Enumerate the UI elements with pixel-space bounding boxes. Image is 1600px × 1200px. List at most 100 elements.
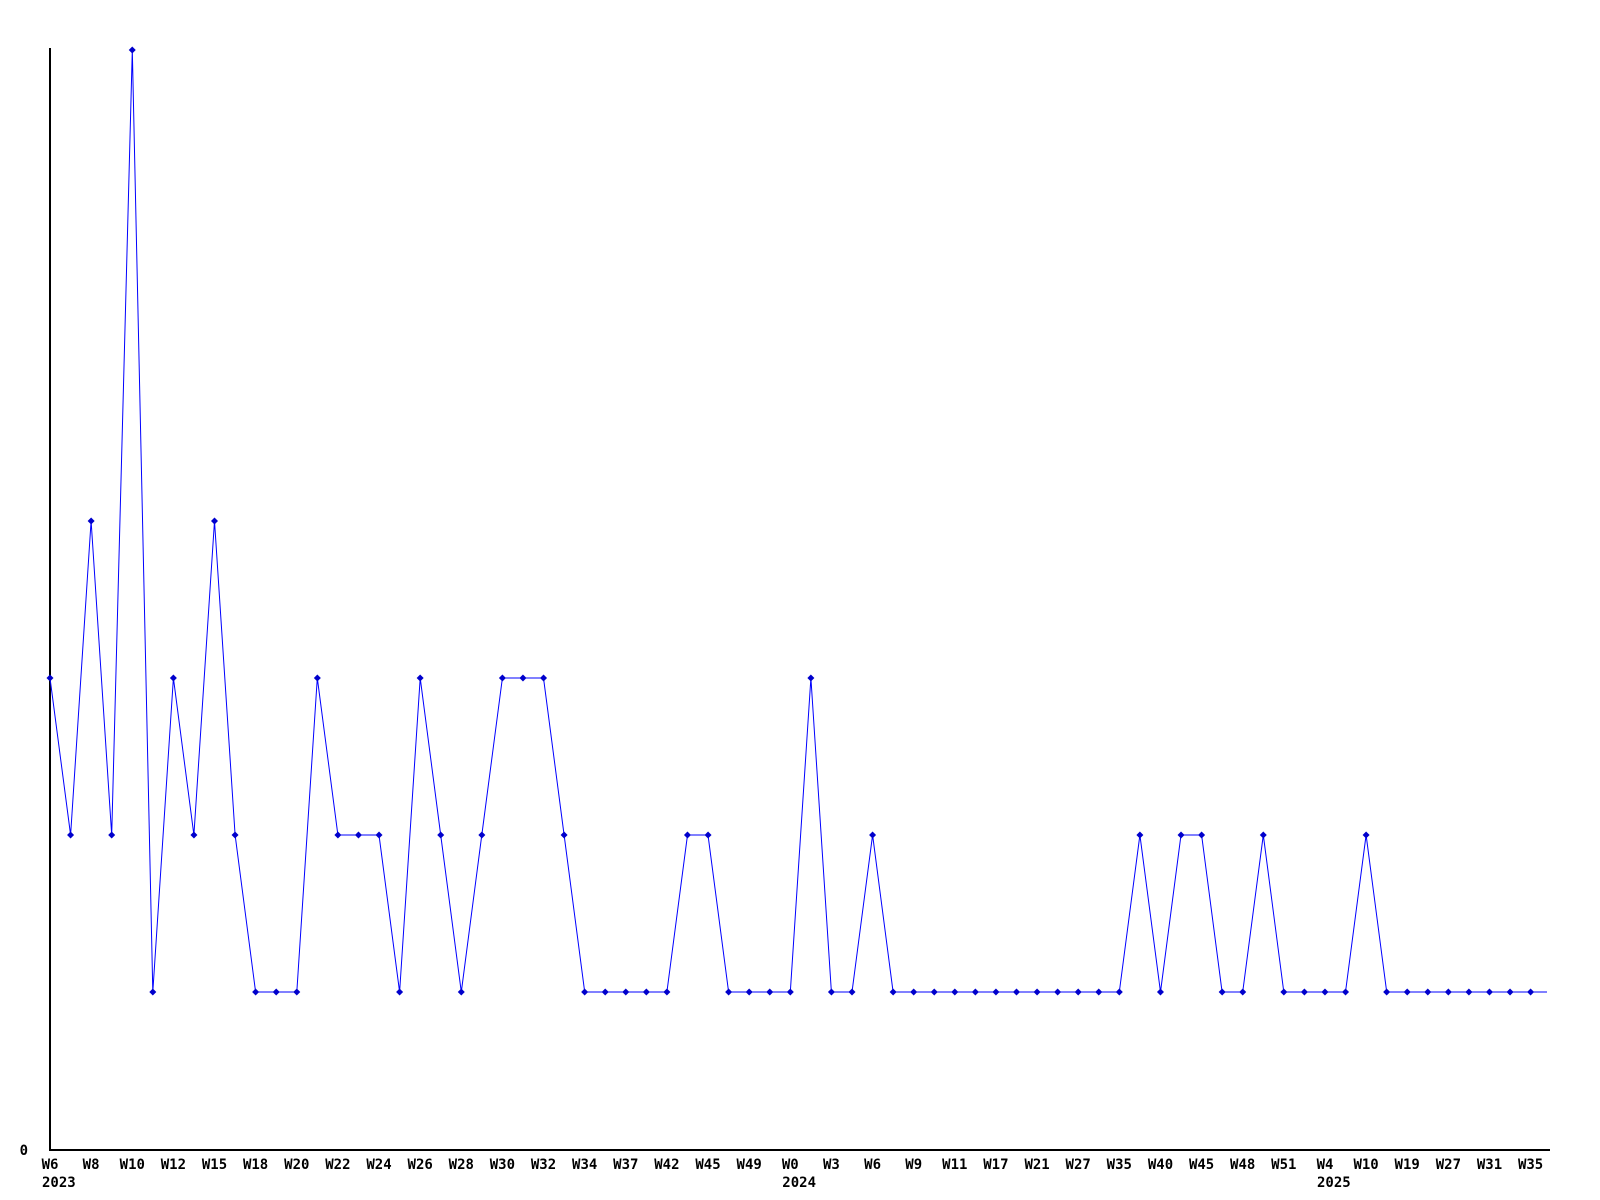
x-tick-label: W18 — [243, 1157, 268, 1173]
data-point-marker — [293, 988, 301, 996]
data-point-marker — [1198, 831, 1206, 839]
data-point-marker — [807, 674, 815, 682]
x-tick-label: W27 — [1436, 1157, 1461, 1173]
data-point-marker — [971, 988, 979, 996]
data-point-marker — [889, 988, 897, 996]
data-point-marker — [1115, 988, 1123, 996]
x-tick-label: W21 — [1024, 1157, 1049, 1173]
data-point-markers — [46, 46, 1535, 996]
data-point-marker — [1239, 988, 1247, 996]
year-label: 2023 — [42, 1175, 76, 1191]
data-point-marker — [1013, 988, 1021, 996]
data-point-marker — [272, 988, 280, 996]
data-point-marker — [1485, 988, 1493, 996]
data-point-marker — [1177, 831, 1185, 839]
data-point-marker — [1465, 988, 1473, 996]
data-point-marker — [128, 46, 136, 54]
data-point-marker — [519, 674, 527, 682]
data-point-marker — [67, 831, 75, 839]
data-point-marker — [1136, 831, 1144, 839]
data-point-marker — [1033, 988, 1041, 996]
x-tick-labels: W6 W8 W10 W12 W15 W18 W20 W22 W24 W26 W28 W30 W32 W34… — [42, 1157, 1544, 1173]
x-tick-label: W45 — [695, 1157, 720, 1173]
x-tick-label: W10 — [120, 1157, 145, 1173]
data-point-marker — [1074, 988, 1082, 996]
data-point-marker — [1218, 988, 1226, 996]
data-point-marker — [354, 831, 362, 839]
x-tick-label: W35 — [1518, 1157, 1543, 1173]
data-point-marker — [642, 988, 650, 996]
data-point-marker — [252, 988, 260, 996]
y-zero-tick-label: 0 — [20, 1143, 28, 1159]
data-point-marker — [622, 988, 630, 996]
x-tick-label: W42 — [654, 1157, 679, 1173]
x-tick-label: W45 — [1189, 1157, 1214, 1173]
data-point-marker — [375, 831, 383, 839]
x-tick-label: W10 — [1353, 1157, 1378, 1173]
data-line — [49, 49, 1547, 993]
data-point-marker — [1383, 988, 1391, 996]
x-tick-label: W15 — [202, 1157, 227, 1173]
data-point-marker — [87, 517, 95, 525]
x-tick-label: W32 — [531, 1157, 556, 1173]
data-point-marker — [601, 988, 609, 996]
data-point-marker — [1321, 988, 1329, 996]
x-tick-label: W12 — [161, 1157, 186, 1173]
year-label: 2024 — [782, 1175, 816, 1191]
data-point-marker — [1424, 988, 1432, 996]
data-point-marker — [334, 831, 342, 839]
x-tick-label: W48 — [1230, 1157, 1255, 1173]
x-tick-label: W24 — [366, 1157, 391, 1173]
x-tick-label: W20 — [284, 1157, 309, 1173]
x-tick-label: W37 — [613, 1157, 638, 1173]
year-labels: 2023 2024 2025 — [42, 1175, 1351, 1191]
data-point-marker — [869, 831, 877, 839]
x-tick-label: W22 — [325, 1157, 350, 1173]
data-point-marker — [108, 831, 116, 839]
data-point-marker — [992, 988, 1000, 996]
x-tick-label: W49 — [737, 1157, 762, 1173]
data-point-marker — [169, 674, 177, 682]
data-point-marker — [1506, 988, 1514, 996]
data-point-marker — [478, 831, 486, 839]
data-point-marker — [1300, 988, 1308, 996]
year-label: 2025 — [1317, 1175, 1351, 1191]
data-point-marker — [1156, 988, 1164, 996]
data-point-marker — [766, 988, 774, 996]
data-point-marker — [1095, 988, 1103, 996]
data-point-marker — [313, 674, 321, 682]
x-tick-label: W0 — [782, 1157, 799, 1173]
x-tick-label: W3 — [823, 1157, 840, 1173]
data-point-marker — [704, 831, 712, 839]
data-point-marker — [1527, 988, 1535, 996]
x-tick-label: W8 — [83, 1157, 100, 1173]
x-tick-label: W17 — [983, 1157, 1008, 1173]
x-tick-label: W6 — [42, 1157, 59, 1173]
data-point-marker — [396, 988, 404, 996]
data-point-marker — [827, 988, 835, 996]
data-point-marker — [540, 674, 548, 682]
data-point-marker — [1259, 831, 1267, 839]
data-point-marker — [581, 988, 589, 996]
x-tick-label: W26 — [408, 1157, 433, 1173]
data-point-marker — [683, 831, 691, 839]
data-point-marker — [1403, 988, 1411, 996]
data-point-marker — [1362, 831, 1370, 839]
x-tick-label: W9 — [905, 1157, 922, 1173]
x-tick-label: W35 — [1107, 1157, 1132, 1173]
data-point-marker — [951, 988, 959, 996]
data-point-marker — [211, 517, 219, 525]
x-tick-label: W34 — [572, 1157, 597, 1173]
data-point-marker — [498, 674, 506, 682]
data-point-marker — [560, 831, 568, 839]
data-point-marker — [1280, 988, 1288, 996]
x-tick-label: W30 — [490, 1157, 515, 1173]
data-point-marker — [457, 988, 465, 996]
x-tick-label: W4 — [1317, 1157, 1334, 1173]
data-point-marker — [786, 988, 794, 996]
data-point-marker — [848, 988, 856, 996]
data-point-marker — [910, 988, 918, 996]
data-point-marker — [1444, 988, 1452, 996]
data-point-marker — [745, 988, 753, 996]
x-tick-label: W31 — [1477, 1157, 1502, 1173]
